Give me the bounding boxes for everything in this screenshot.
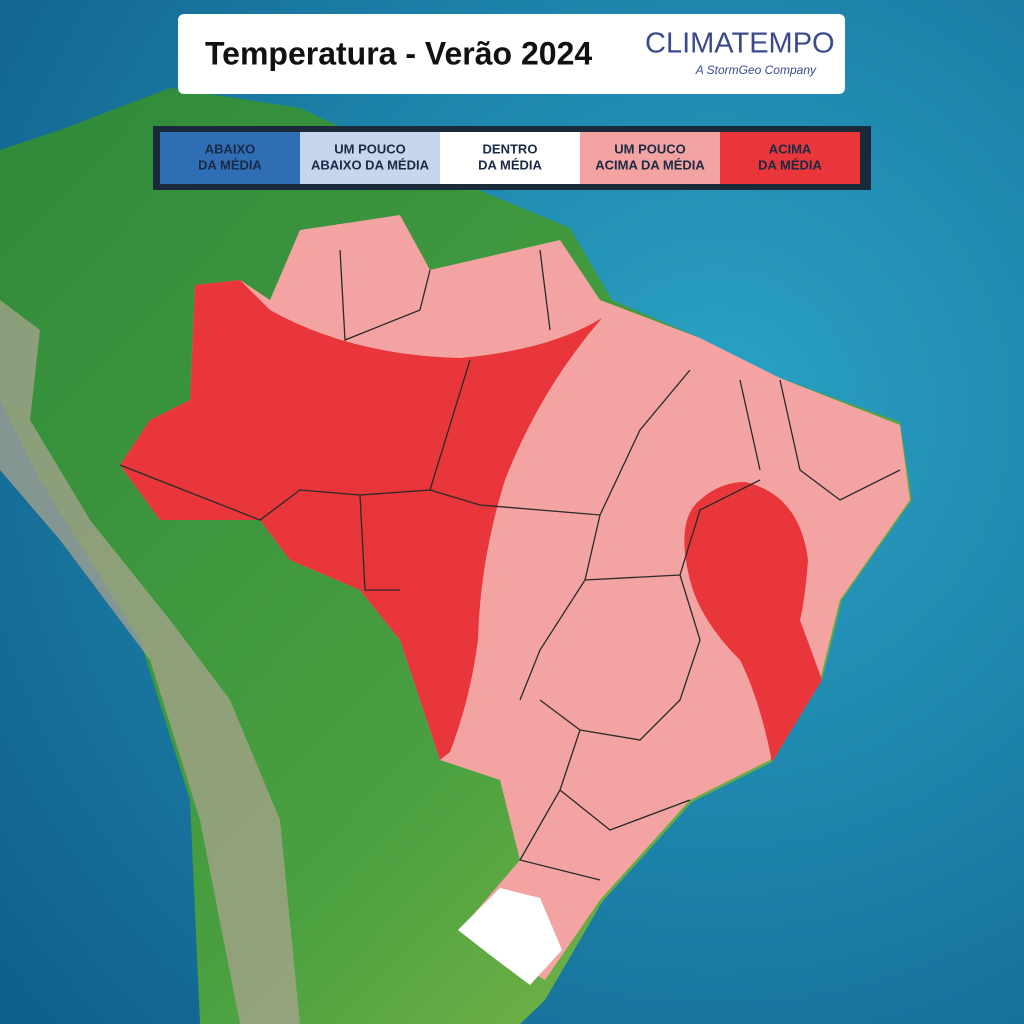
legend-swatch <box>440 132 580 184</box>
title: Temperatura - Verão 2024 <box>205 35 592 71</box>
legend-label: DENTRO <box>483 141 538 156</box>
legend-label: DA MÉDIA <box>478 157 542 172</box>
andes <box>0 300 300 1024</box>
header-box <box>178 14 845 94</box>
legend-swatch <box>720 132 860 184</box>
region-average <box>458 888 562 985</box>
state-borders <box>119 249 901 881</box>
region-above-east <box>684 482 822 762</box>
legend-label: ABAIXO DA MÉDIA <box>311 157 430 172</box>
legend-swatch <box>160 132 300 184</box>
legend-label: ABAIXO <box>205 141 256 156</box>
legend-label: UM POUCO <box>614 141 686 156</box>
logo: CLIMATEMPO <box>645 28 835 60</box>
legend-swatch <box>580 132 720 184</box>
logo-tagline: A StormGeo Company <box>695 63 817 77</box>
legend-label: UM POUCO <box>334 141 406 156</box>
legend-label: ACIMA DA MÉDIA <box>595 157 705 172</box>
legend-swatch <box>300 132 440 184</box>
legend-label: ACIMA <box>769 141 812 156</box>
legend-label: DA MÉDIA <box>198 157 262 172</box>
legend-label: DA MÉDIA <box>758 157 822 172</box>
